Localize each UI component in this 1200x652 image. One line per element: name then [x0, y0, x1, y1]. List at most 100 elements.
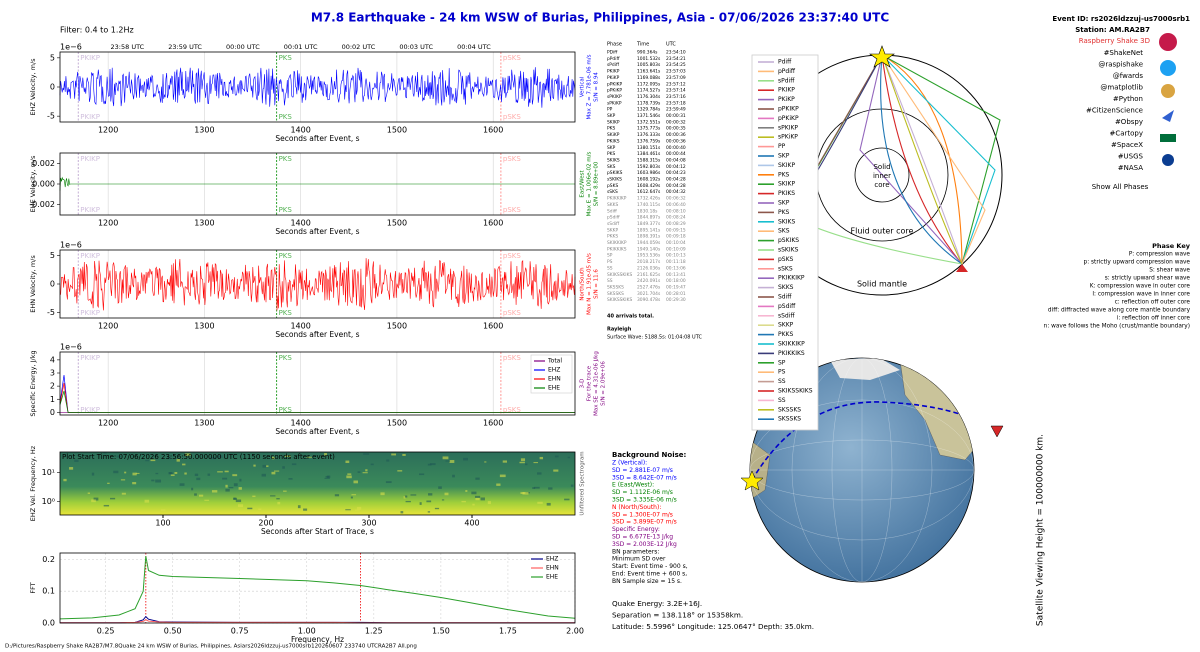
table-cell: 1898.391s [637, 234, 661, 240]
spectrogram-speckle [74, 459, 79, 462]
ray-legend: Pdiff pPdiff sPdiff PKIKP PKiKP pPKIKP pPKiKP s… [758, 59, 813, 423]
table-cell: 1608.429s [637, 183, 661, 189]
waveform-trace [59, 67, 576, 108]
table-cell: 23:54:10 [666, 50, 686, 56]
table-cell: 23:57:18 [666, 100, 686, 106]
table-cell: 00:18:00 [666, 278, 686, 284]
y-axis-label: EHE Velocity, m/s [29, 155, 37, 212]
spectrogram-speckle [233, 497, 236, 500]
noise-line: 3SD = 2.003E-12 J/kg [612, 541, 677, 548]
quake-info: Quake Energy: 3.2E+16J. [612, 599, 702, 608]
table-cell: SKSSKS [607, 284, 624, 290]
table-cell: 00:04:12 [666, 164, 686, 170]
plot-frame [59, 51, 576, 123]
spectrogram-speckle [474, 495, 481, 498]
spectrogram-speckle [404, 495, 408, 498]
table-cell: 1844.897s [637, 215, 661, 221]
spectrogram-speckle [120, 479, 126, 481]
table-cell: 00:29:30 [666, 297, 686, 303]
table-header: UTC [666, 42, 676, 48]
spectrogram-speckle [132, 472, 137, 476]
quake-info: Separation = 138.118° or 15358km. [612, 611, 743, 620]
table-cell: 00:19:47 [666, 284, 686, 290]
phase-key-line: s: strictly upward shear wave [1105, 276, 1191, 282]
ray-legend-label: Sdiff [778, 294, 792, 301]
spectrogram-speckle [397, 470, 403, 472]
outer-core-label: Fluid outer core [851, 227, 914, 236]
spectrogram-speckle [228, 486, 234, 489]
side-label: Unfiltered Spectrogram [580, 451, 586, 515]
mantle-label: Solid mantle [857, 280, 907, 289]
table-cell: 1372.551s [637, 119, 661, 125]
rayleigh-label: Rayleigh [607, 327, 632, 333]
side-label: Max SE = 4.31e-06 J/kg [594, 351, 600, 416]
spectrogram-speckle [567, 456, 570, 459]
x-tick-label: 1.50 [432, 627, 450, 636]
spectrogram-overlay: Plot Start Time: 07/06/2026 23:56:50.000… [62, 453, 335, 461]
phase-label: pSKS [503, 252, 521, 260]
spectrogram-speckle [93, 497, 99, 501]
ray-legend-label: sPKiKP [778, 134, 798, 141]
table-cell: PDiff [607, 50, 618, 56]
table-cell: PKIKS [607, 138, 620, 144]
axis-offset: 1e−6 [60, 343, 82, 352]
x-tick-label: 1400 [290, 322, 310, 331]
phase-label: pSKS [503, 206, 521, 214]
spectrogram-speckle [334, 494, 340, 497]
ray-legend-label: SKIKSSKIKS [778, 388, 813, 395]
ray-legend-label: SKP [778, 200, 790, 207]
spectrogram-speckle [345, 509, 351, 511]
table-cell: sSdiff [607, 221, 620, 227]
phase-label: PKIKP [80, 406, 100, 414]
chart-panel: 0.25 0.50 0.75 1.00 1.25 1.50 1.75 2.00 0.0 0.1 0.… [29, 552, 584, 644]
y-tick-label: 10¹ [42, 468, 55, 477]
spectrogram-speckle [426, 500, 432, 503]
table-cell: pPdiff [607, 56, 620, 62]
hashtag: @matplotlib [1100, 84, 1143, 92]
x-tick-label: 1200 [98, 219, 118, 228]
ray-legend-label: SKSSKS [778, 416, 801, 423]
table-cell: 2527.476s [637, 284, 661, 290]
ray-legend-label: pPKIKP [778, 106, 799, 113]
spectrogram-speckle [113, 470, 119, 474]
hashtag: #Obspy [1115, 118, 1143, 126]
spectrogram-speckle [351, 494, 357, 496]
x-tick-label: 300 [361, 519, 376, 528]
legend-label: EHZ [548, 367, 560, 374]
spectrogram-speckle [174, 472, 178, 474]
table-cell: SS [607, 278, 613, 284]
spectrogram-speckle [487, 501, 491, 505]
ray-legend-label: SKP [778, 153, 790, 160]
table-cell: 3090.478s [637, 297, 661, 303]
spectrogram-speckle [405, 511, 409, 513]
table-cell: 2161.625s [637, 272, 661, 278]
spectrogram-speckle [277, 501, 281, 505]
y-tick-label: 2 [50, 382, 55, 391]
ray-legend-label: pSKIKS [778, 237, 799, 244]
y-tick-label: 0.000 [32, 180, 55, 189]
spectrogram-speckle [532, 487, 536, 489]
table-cell: 1830.18s [637, 208, 658, 214]
table-cell: 00:04:28 [666, 183, 686, 189]
noise-line: BN Sample size = 15 s. [612, 578, 682, 585]
spectrogram-speckle [365, 469, 368, 472]
table-cell: SKKS [607, 202, 619, 208]
x-tick-label: 1.00 [298, 627, 316, 636]
show-all-phases[interactable]: Show All Phases [1092, 183, 1149, 191]
ray-legend-label: SKIKKIKP [778, 341, 805, 348]
table-cell: 1612.647s [637, 189, 661, 195]
spectrogram-speckle [427, 511, 431, 513]
x-axis-label: Seconds after Event, s [275, 427, 359, 436]
spectrogram-speckle [224, 470, 229, 473]
y-tick-label: 1 [50, 395, 55, 404]
table-cell: 1740.115s [637, 202, 661, 208]
phase-label: PKS [279, 206, 293, 214]
spectrogram-speckle [386, 459, 390, 462]
x-tick-label: 100 [155, 519, 170, 528]
inner-core-line: core [874, 181, 889, 189]
phase-key-title: Phase Key [1152, 242, 1191, 250]
spectrogram-speckle [107, 482, 110, 484]
table-cell: 1163.641s [637, 69, 661, 75]
spectrogram-speckle [403, 496, 406, 499]
